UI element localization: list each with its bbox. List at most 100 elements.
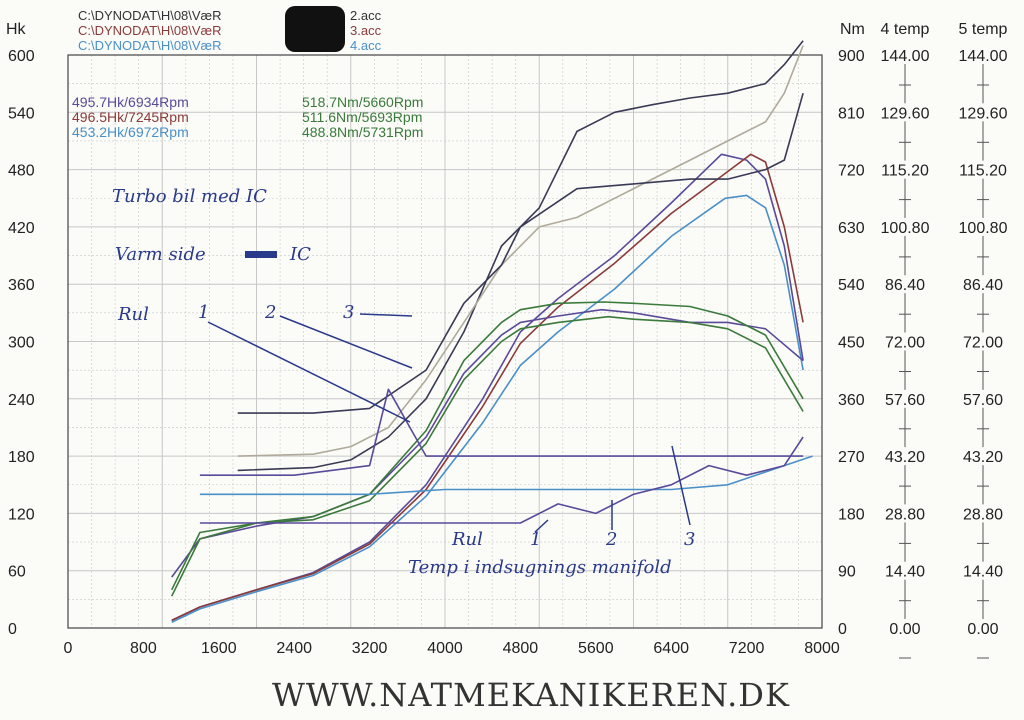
annotation-varm-side: Varm side <box>115 244 206 265</box>
y-tick-label-nm: 270 <box>838 449 865 466</box>
tick-bg-temp4 <box>875 275 935 294</box>
tick-label-temp5: 129.60 <box>959 105 1008 122</box>
series-line-10 <box>199 388 804 477</box>
y-tick-label-nm: 630 <box>838 220 865 237</box>
series-line-9 <box>237 92 804 414</box>
file-suffix-3: 4.acc <box>350 38 382 53</box>
annotation-rul-bottom: Rul <box>451 529 483 550</box>
y-tick-label-hk: 540 <box>8 105 35 122</box>
tick-label-temp5: 72.00 <box>963 335 1003 352</box>
tick-bg-temp4 <box>875 389 935 408</box>
arrow-temp-1 <box>534 519 549 533</box>
tick-label-temp5: 144.00 <box>959 48 1008 65</box>
x-tick-label: 2400 <box>276 640 312 657</box>
tick-label-temp4: 28.80 <box>885 506 925 523</box>
peak-nm-2: 511.6Nm/5693Rpm <box>302 109 422 125</box>
annotation-rul-1: 1 <box>198 302 209 323</box>
series-line-3 <box>171 194 804 624</box>
tick-label-temp5: 115.20 <box>959 163 1007 180</box>
tick-label-temp5: 43.20 <box>963 449 1003 466</box>
y-tick-label-nm: 90 <box>838 564 856 581</box>
y-tick-label-hk: 360 <box>8 277 35 294</box>
watermark-url: WWW.NATMEKANIKEREN.DK <box>272 676 790 714</box>
annotation-b1: 1 <box>530 529 541 550</box>
peak-hp-1: 495.7Hk/6934Rpm <box>72 94 189 110</box>
tick-bg-temp4 <box>875 561 935 580</box>
y-tick-label-hk: 120 <box>8 506 35 523</box>
peak-hp-2: 496.5Hk/7245Rpm <box>72 109 189 125</box>
x-tick-label: 800 <box>130 640 157 657</box>
arrow-rul-3 <box>359 313 413 317</box>
y-tick-label-hk: 600 <box>8 48 35 65</box>
tick-bg-temp5 <box>953 160 1013 179</box>
y-tick-label-nm: 450 <box>838 335 865 352</box>
series-line-8 <box>237 45 804 457</box>
tick-bg-temp5 <box>953 447 1013 466</box>
right-axis-label-temp4: 4 temp <box>881 21 930 38</box>
tick-label-temp4: 43.20 <box>885 449 925 466</box>
series-line-11 <box>199 455 813 496</box>
tick-label-temp5: 100.80 <box>959 220 1008 237</box>
tick-label-temp5: 28.80 <box>963 506 1003 523</box>
tick-label-temp5: 86.40 <box>963 277 1003 294</box>
x-tick-label: 7200 <box>729 640 765 657</box>
series-line-2 <box>171 153 804 622</box>
x-tick-label: 6400 <box>653 640 689 657</box>
tick-bg-temp5 <box>953 561 1013 580</box>
tick-label-temp4: 86.40 <box>885 277 925 294</box>
tick-label-temp4: 57.60 <box>885 392 925 409</box>
x-tick-label: 4000 <box>427 640 463 657</box>
annotation-ic: IC <box>289 244 311 265</box>
series-line-4 <box>171 308 804 578</box>
tick-bg-temp4 <box>875 217 935 236</box>
peak-nm-1: 518.7Nm/5660Rpm <box>302 94 423 110</box>
tick-bg-temp5 <box>953 504 1013 523</box>
file-path-3: C:\DYNODAT\H\08\VæR <box>78 38 222 53</box>
y-tick-label-nm: 900 <box>838 48 865 65</box>
redaction-blot <box>285 6 345 52</box>
series-line-1 <box>171 153 804 622</box>
annotation-temp: Temp i indsugnings manifold <box>408 557 672 578</box>
y-tick-label-hk: 60 <box>8 564 26 581</box>
series-lines <box>170 40 813 624</box>
grid <box>67 54 823 629</box>
series-line-7 <box>237 40 804 472</box>
tick-label-temp4: 14.40 <box>885 564 925 581</box>
tick-bg-temp4 <box>875 504 935 523</box>
tick-bg-temp4 <box>875 46 935 64</box>
tick-bg-temp5 <box>953 103 1013 122</box>
arrow-rul-2 <box>279 315 413 369</box>
y-tick-label-nm: 810 <box>838 105 865 122</box>
series-line-12 <box>199 436 804 524</box>
annotation-arrows <box>207 313 691 533</box>
y-tick-label-hk: 480 <box>8 163 35 180</box>
axes: 0 800 1600 2400 3200 4000 4800 5600 6400 7200 8000… <box>6 21 1013 659</box>
peak-hp-3: 453.2Hk/6972Rpm <box>72 124 189 140</box>
tick-label-temp4: 129.60 <box>881 105 930 122</box>
right-axis-label-nm: Nm <box>840 21 865 38</box>
right-axis-label-temp5: 5 temp <box>959 21 1008 38</box>
tick-bg-temp5 <box>953 275 1013 294</box>
tick-label-temp5: 0.00 <box>967 621 998 638</box>
tick-bg-temp4 <box>875 619 935 637</box>
y-tick-label-nm: 360 <box>838 392 865 409</box>
x-tick-label: 3200 <box>352 640 388 657</box>
tick-bg-temp5 <box>953 619 1013 637</box>
y-tick-label-hk: 420 <box>8 220 35 237</box>
tick-bg-temp5 <box>953 46 1013 64</box>
x-tick-label: 8000 <box>804 640 840 657</box>
annotation-turbo: Turbo bil med IC <box>112 186 267 207</box>
tick-bg-temp4 <box>875 332 935 351</box>
tick-bg-temp4 <box>875 103 935 122</box>
annotation-rul-2: 2 <box>264 302 276 323</box>
x-tick-label: 5600 <box>578 640 614 657</box>
annotation-rul: Rul <box>117 304 149 325</box>
y-tick-label-hk: 240 <box>8 392 35 409</box>
file-path-2: C:\DYNODAT\H\08\VæR <box>78 23 222 38</box>
y-tick-label-nm: 180 <box>838 506 865 523</box>
file-suffix-2: 3.acc <box>350 23 382 38</box>
y-tick-label-nm: 540 <box>838 277 865 294</box>
tick-bg-temp5 <box>953 389 1013 408</box>
y-tick-label-hk: 180 <box>8 449 35 466</box>
